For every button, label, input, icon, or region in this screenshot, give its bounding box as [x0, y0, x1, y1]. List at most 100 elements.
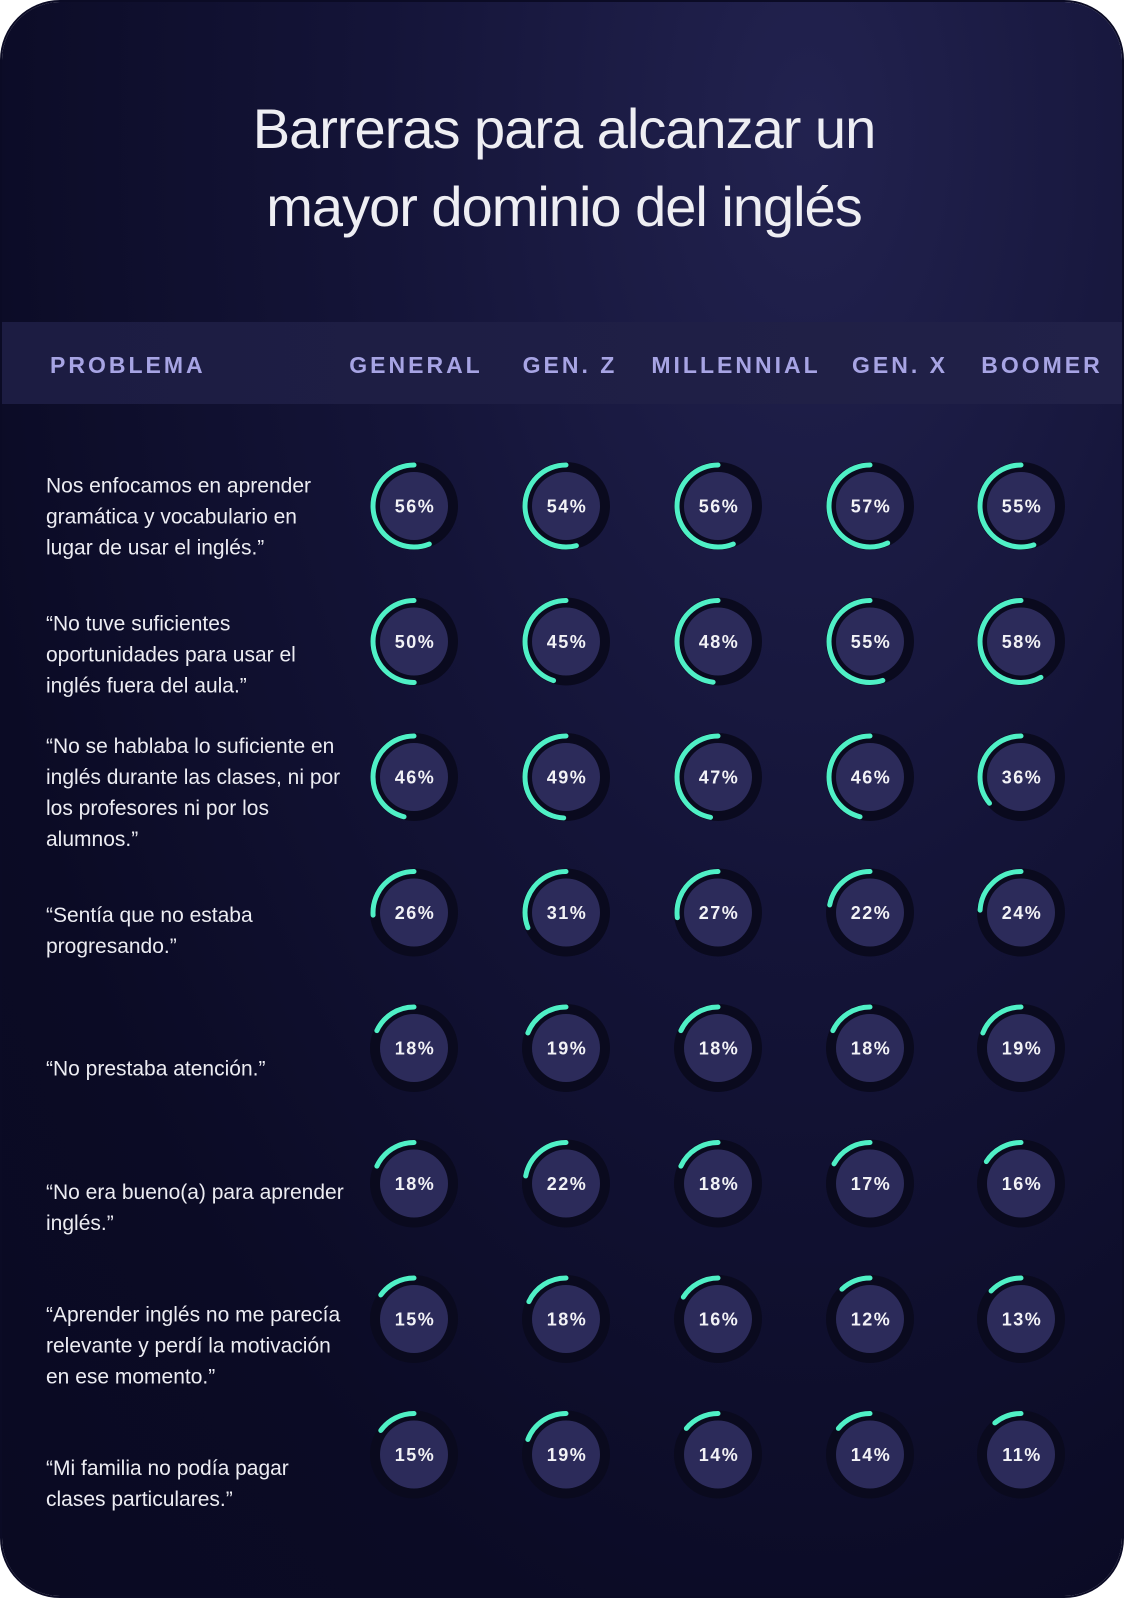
donut-arc [522, 1140, 610, 1227]
donut-inner [380, 472, 448, 540]
donut-cell: 18% [370, 1139, 458, 1228]
donut-cell: 58% [977, 597, 1065, 686]
donut-inner [684, 1285, 752, 1353]
donut-inner [684, 878, 752, 947]
chart-card: Barreras para alcanzar un mayor dominio … [2, 2, 1122, 1596]
donut-cell: 55% [977, 462, 1065, 550]
data-label: 19% [547, 1039, 588, 1059]
donut-cell: 56% [674, 462, 762, 550]
donut-arc [826, 1140, 914, 1227]
data-label: 36% [1002, 768, 1043, 788]
donut-cell: 11% [977, 1410, 1065, 1499]
donut-inner [380, 1420, 448, 1489]
data-label: 22% [547, 1174, 588, 1194]
donut-arc [977, 1411, 1065, 1498]
donut-cell: 50% [370, 597, 458, 686]
donut-inner [532, 1420, 600, 1489]
donut-arc [826, 1275, 914, 1363]
data-label: 17% [851, 1174, 892, 1194]
donut-cell: 18% [674, 1139, 762, 1228]
data-label: 14% [851, 1445, 892, 1465]
donut-arc [674, 1140, 762, 1227]
donut-cell: 16% [977, 1139, 1065, 1228]
donut-inner [380, 743, 448, 811]
donut-cell: 14% [826, 1410, 914, 1499]
problem-label: Nos enfocamos en aprender gramática y vo… [46, 474, 311, 560]
data-label: 58% [1002, 632, 1043, 652]
donut-arc [826, 462, 914, 550]
donut-inner [684, 472, 752, 540]
donut-inner [836, 1420, 904, 1489]
donut-arc [522, 869, 610, 956]
donut-arc [674, 598, 762, 685]
data-label: 15% [395, 1445, 436, 1465]
donut-cell: 54% [522, 462, 610, 550]
donut-arc [977, 462, 1065, 550]
donut-inner [987, 1420, 1055, 1489]
donut-cell: 46% [826, 733, 914, 821]
data-label: 27% [699, 903, 740, 923]
data-label: 45% [547, 632, 588, 652]
donut-arc [977, 1140, 1065, 1227]
data-label: 18% [699, 1039, 740, 1059]
data-label: 48% [699, 632, 740, 652]
donut-arc [370, 1004, 458, 1092]
donut-inner [380, 607, 448, 676]
donut-cell: 57% [826, 462, 914, 550]
problem-label: “Aprender inglés no me parecía relevante… [46, 1303, 341, 1389]
column-header-gen-z: GEN. Z [522, 352, 618, 378]
donut-arc [977, 733, 1065, 821]
chart-title: Barreras para alcanzar un mayor dominio … [2, 90, 1122, 246]
donut-arc [826, 598, 914, 685]
data-label: 50% [395, 632, 436, 652]
donut-inner [836, 1149, 904, 1218]
donut-arc [370, 462, 458, 550]
donut-inner [684, 607, 752, 676]
chart-title-line-2: mayor dominio del inglés [266, 175, 862, 238]
data-label: 18% [395, 1039, 436, 1059]
donut-inner [987, 607, 1055, 676]
donut-arc [370, 1140, 458, 1227]
donut-arc [522, 598, 610, 685]
donut-arc [977, 869, 1065, 956]
donut-inner [987, 1014, 1055, 1082]
donut-cell: 18% [674, 1004, 762, 1092]
donut-cell: 56% [370, 462, 458, 550]
donut-arc [826, 733, 914, 821]
data-label: 55% [851, 632, 892, 652]
problem-label: “No tuve suficientes oportunidades para … [46, 612, 296, 698]
donut-arc [522, 733, 610, 821]
donut-cell: 15% [370, 1275, 458, 1363]
donut-cell: 15% [370, 1410, 458, 1499]
donut-inner [987, 743, 1055, 811]
data-label: 54% [547, 497, 588, 517]
data-label: 22% [851, 903, 892, 923]
donut-cell: 19% [977, 1004, 1065, 1092]
donut-inner [532, 1149, 600, 1218]
donut-inner [532, 607, 600, 676]
donut-grid: 56% 54% 56% 57% 55% 50% 45% 48% 55% 58% 46% 49% 47% 4… [370, 462, 1065, 1499]
data-label: 14% [699, 1445, 740, 1465]
column-header-boomer: BOOMER [981, 352, 1103, 378]
donut-arc [370, 869, 458, 956]
donut-inner [532, 1014, 600, 1082]
donut-cell: 31% [522, 868, 610, 957]
donut-arc [370, 733, 458, 821]
data-label: 56% [395, 497, 436, 517]
data-label: 12% [851, 1310, 892, 1330]
donut-cell: 47% [674, 733, 762, 821]
data-label: 19% [547, 1445, 588, 1465]
donut-arc [977, 1004, 1065, 1092]
donut-cell: 49% [522, 733, 610, 821]
donut-arc [370, 1275, 458, 1363]
data-label: 46% [395, 768, 436, 788]
data-label: 16% [1002, 1174, 1043, 1194]
data-label: 55% [1002, 497, 1043, 517]
donut-cell: 16% [674, 1275, 762, 1363]
donut-inner [684, 1149, 752, 1218]
donut-inner [532, 1285, 600, 1353]
donut-arc [977, 1275, 1065, 1363]
donut-arc [522, 1004, 610, 1092]
donut-cell: 12% [826, 1275, 914, 1363]
data-label: 31% [547, 903, 588, 923]
